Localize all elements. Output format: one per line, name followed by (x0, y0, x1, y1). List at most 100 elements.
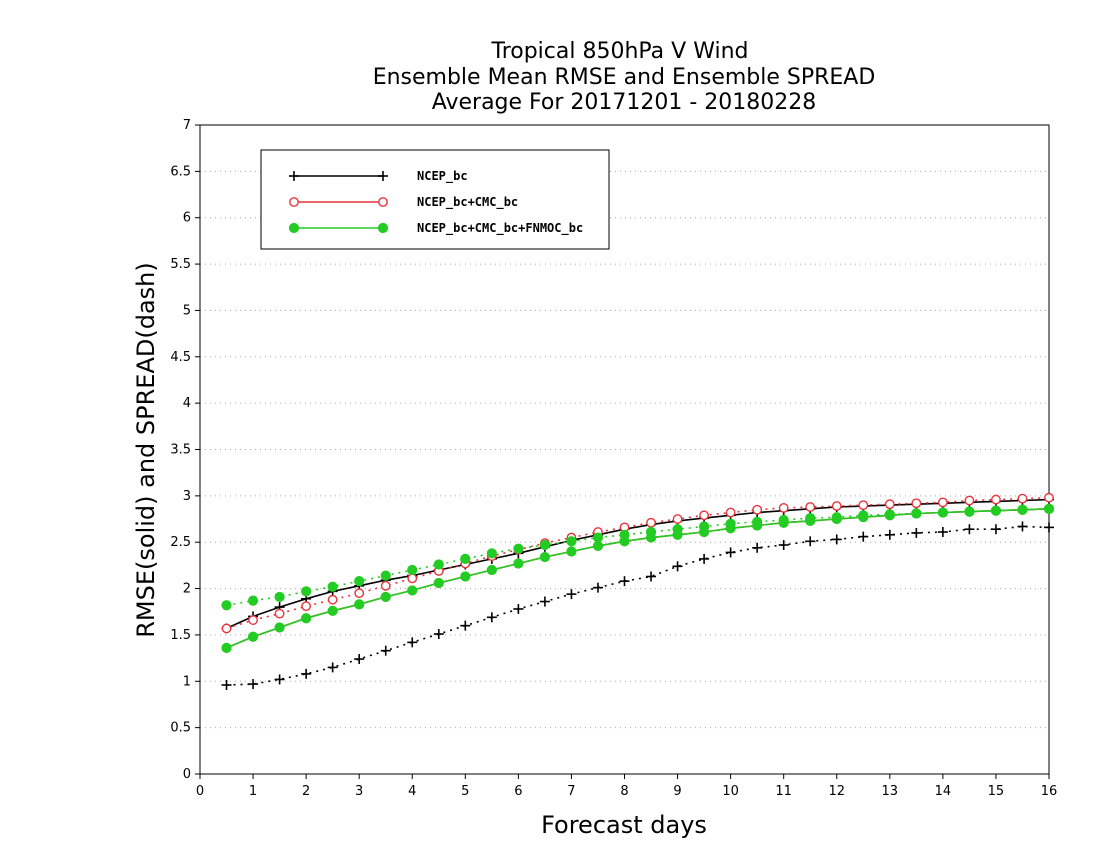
spread-point (805, 502, 816, 512)
y-tick-label: 3 (183, 489, 191, 504)
rmse-line (226, 498, 1050, 630)
spread-point (274, 591, 285, 603)
legend-box (260, 149, 610, 250)
spread-point (354, 576, 365, 587)
rmse-line (226, 508, 1050, 649)
y-tick-label: 7 (183, 118, 191, 133)
x-tick-label: 9 (673, 784, 681, 799)
spread-point (248, 615, 258, 625)
legend-label: NCEP_bc+CMC_bc+FNMOC_bc (417, 221, 583, 236)
x-tick-label: 8 (620, 784, 628, 799)
y-tick-label: 1 (183, 674, 191, 689)
rmse-point (831, 513, 842, 525)
rmse-point (990, 505, 1002, 516)
spread-point (354, 654, 365, 665)
spread-point (884, 499, 895, 510)
y-tick-label: 2.5 (170, 535, 191, 550)
spread-point (1017, 521, 1028, 532)
legend-label: NCEP_bc (417, 169, 468, 184)
spread-point (1044, 522, 1054, 533)
spread-point (858, 531, 869, 542)
spread-point (327, 662, 338, 673)
rmse-point (1043, 503, 1055, 514)
x-tick-label: 13 (882, 784, 899, 799)
title-line-2: Ensemble Mean RMSE and Ensemble SPREAD (373, 65, 876, 90)
rmse-point (698, 526, 710, 538)
y-tick-label: 5.5 (170, 257, 191, 272)
rmse-point (539, 551, 551, 563)
rmse-point (619, 536, 630, 547)
spread-point (539, 539, 551, 551)
spread-point (407, 637, 418, 648)
x-tick-label: 7 (567, 784, 575, 799)
spread-point (407, 564, 418, 576)
spread-point (274, 608, 285, 619)
spread-point (380, 645, 391, 656)
spread-point (592, 582, 603, 593)
y-tick-label: 0 (183, 767, 191, 782)
spread-point (964, 524, 975, 535)
spread-point (433, 629, 444, 640)
spread-point (805, 536, 816, 547)
spread-point (831, 534, 842, 545)
rmse-line (226, 508, 1050, 649)
spread-point (221, 600, 232, 611)
y-tick-label: 1.5 (170, 628, 191, 643)
spread-point (327, 594, 338, 605)
rmse-point (247, 631, 259, 642)
spread-point (539, 596, 550, 607)
spread-point (248, 679, 259, 690)
y-tick-label: 5 (183, 303, 191, 318)
spread-line (226, 496, 1050, 630)
rmse-point (911, 508, 922, 519)
spread-point (301, 668, 312, 679)
x-tick-label: 11 (775, 784, 792, 799)
spread-point (566, 536, 577, 547)
spread-point (301, 586, 312, 597)
spread-point (858, 500, 869, 511)
spread-point (486, 548, 497, 559)
x-tick-label: 6 (514, 784, 522, 799)
legend-item-2: NCEP_bc+CMC_bc (289, 195, 518, 210)
y-tick-label: 2 (183, 582, 191, 597)
rmse-point (460, 571, 471, 582)
x-tick-label: 3 (355, 784, 363, 799)
spread-point (725, 547, 736, 558)
x-tick-label: 0 (196, 784, 204, 799)
spread-point (911, 498, 922, 509)
legend-marker (378, 171, 388, 181)
spread-line (226, 508, 1050, 607)
rmse-point (486, 564, 497, 576)
legend-label: NCEP_bc+CMC_bc (417, 195, 518, 210)
spread-point (646, 571, 657, 582)
spread-point (699, 510, 709, 521)
spread-point (380, 580, 391, 591)
rmse-point (645, 532, 657, 543)
spread-point (592, 532, 604, 543)
spread-point (884, 529, 895, 540)
x-tick-label: 1 (249, 784, 257, 799)
rmse-point (433, 577, 444, 589)
legend: NCEP_bc NCEP_bc+CMC_bc NCEP_bc+CMC_bc+FNMO… (260, 149, 610, 250)
rmse-point (221, 642, 232, 654)
spread-point (433, 559, 444, 570)
rmse-point (327, 605, 338, 616)
rmse-point (513, 558, 524, 569)
rmse-point (592, 540, 604, 552)
spread-point (513, 603, 524, 614)
rmse-point (407, 585, 418, 596)
spread-point (646, 517, 656, 528)
spread-point (221, 679, 232, 690)
spread-point (937, 527, 948, 538)
rmse-point (301, 613, 312, 624)
spread-point (778, 503, 789, 513)
rmse-point (380, 591, 391, 603)
rmse-point (964, 506, 975, 517)
legend-marker (378, 197, 388, 207)
y-tick-label: 6.5 (170, 164, 191, 179)
x-axis-label: Forecast days (541, 811, 707, 839)
y-tick-label: 6 (183, 211, 191, 226)
spread-point (672, 561, 683, 572)
spread-point (725, 507, 736, 518)
y-axis-label: RMSE(solid) and SPREAD(dash) (132, 262, 160, 638)
